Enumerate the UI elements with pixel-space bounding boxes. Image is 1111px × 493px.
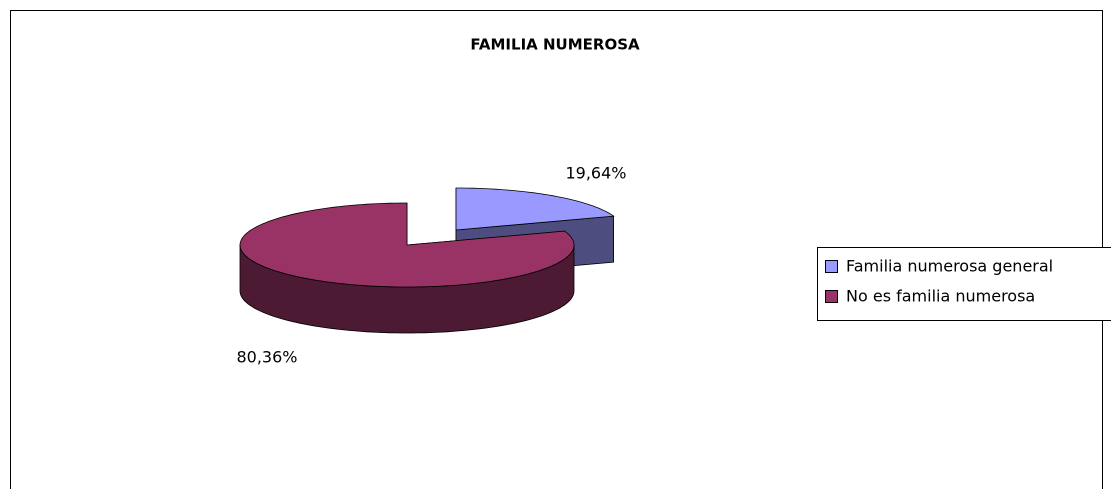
legend-swatch	[826, 261, 838, 273]
legend-label: Familia numerosa general	[846, 257, 1053, 276]
legend-label: No es familia numerosa	[846, 287, 1035, 306]
data-label: 80,36%	[236, 348, 297, 367]
data-label: 19,64%	[565, 164, 626, 183]
legend-swatch	[826, 291, 838, 303]
chart-title: FAMILIA NUMEROSA	[470, 36, 640, 54]
